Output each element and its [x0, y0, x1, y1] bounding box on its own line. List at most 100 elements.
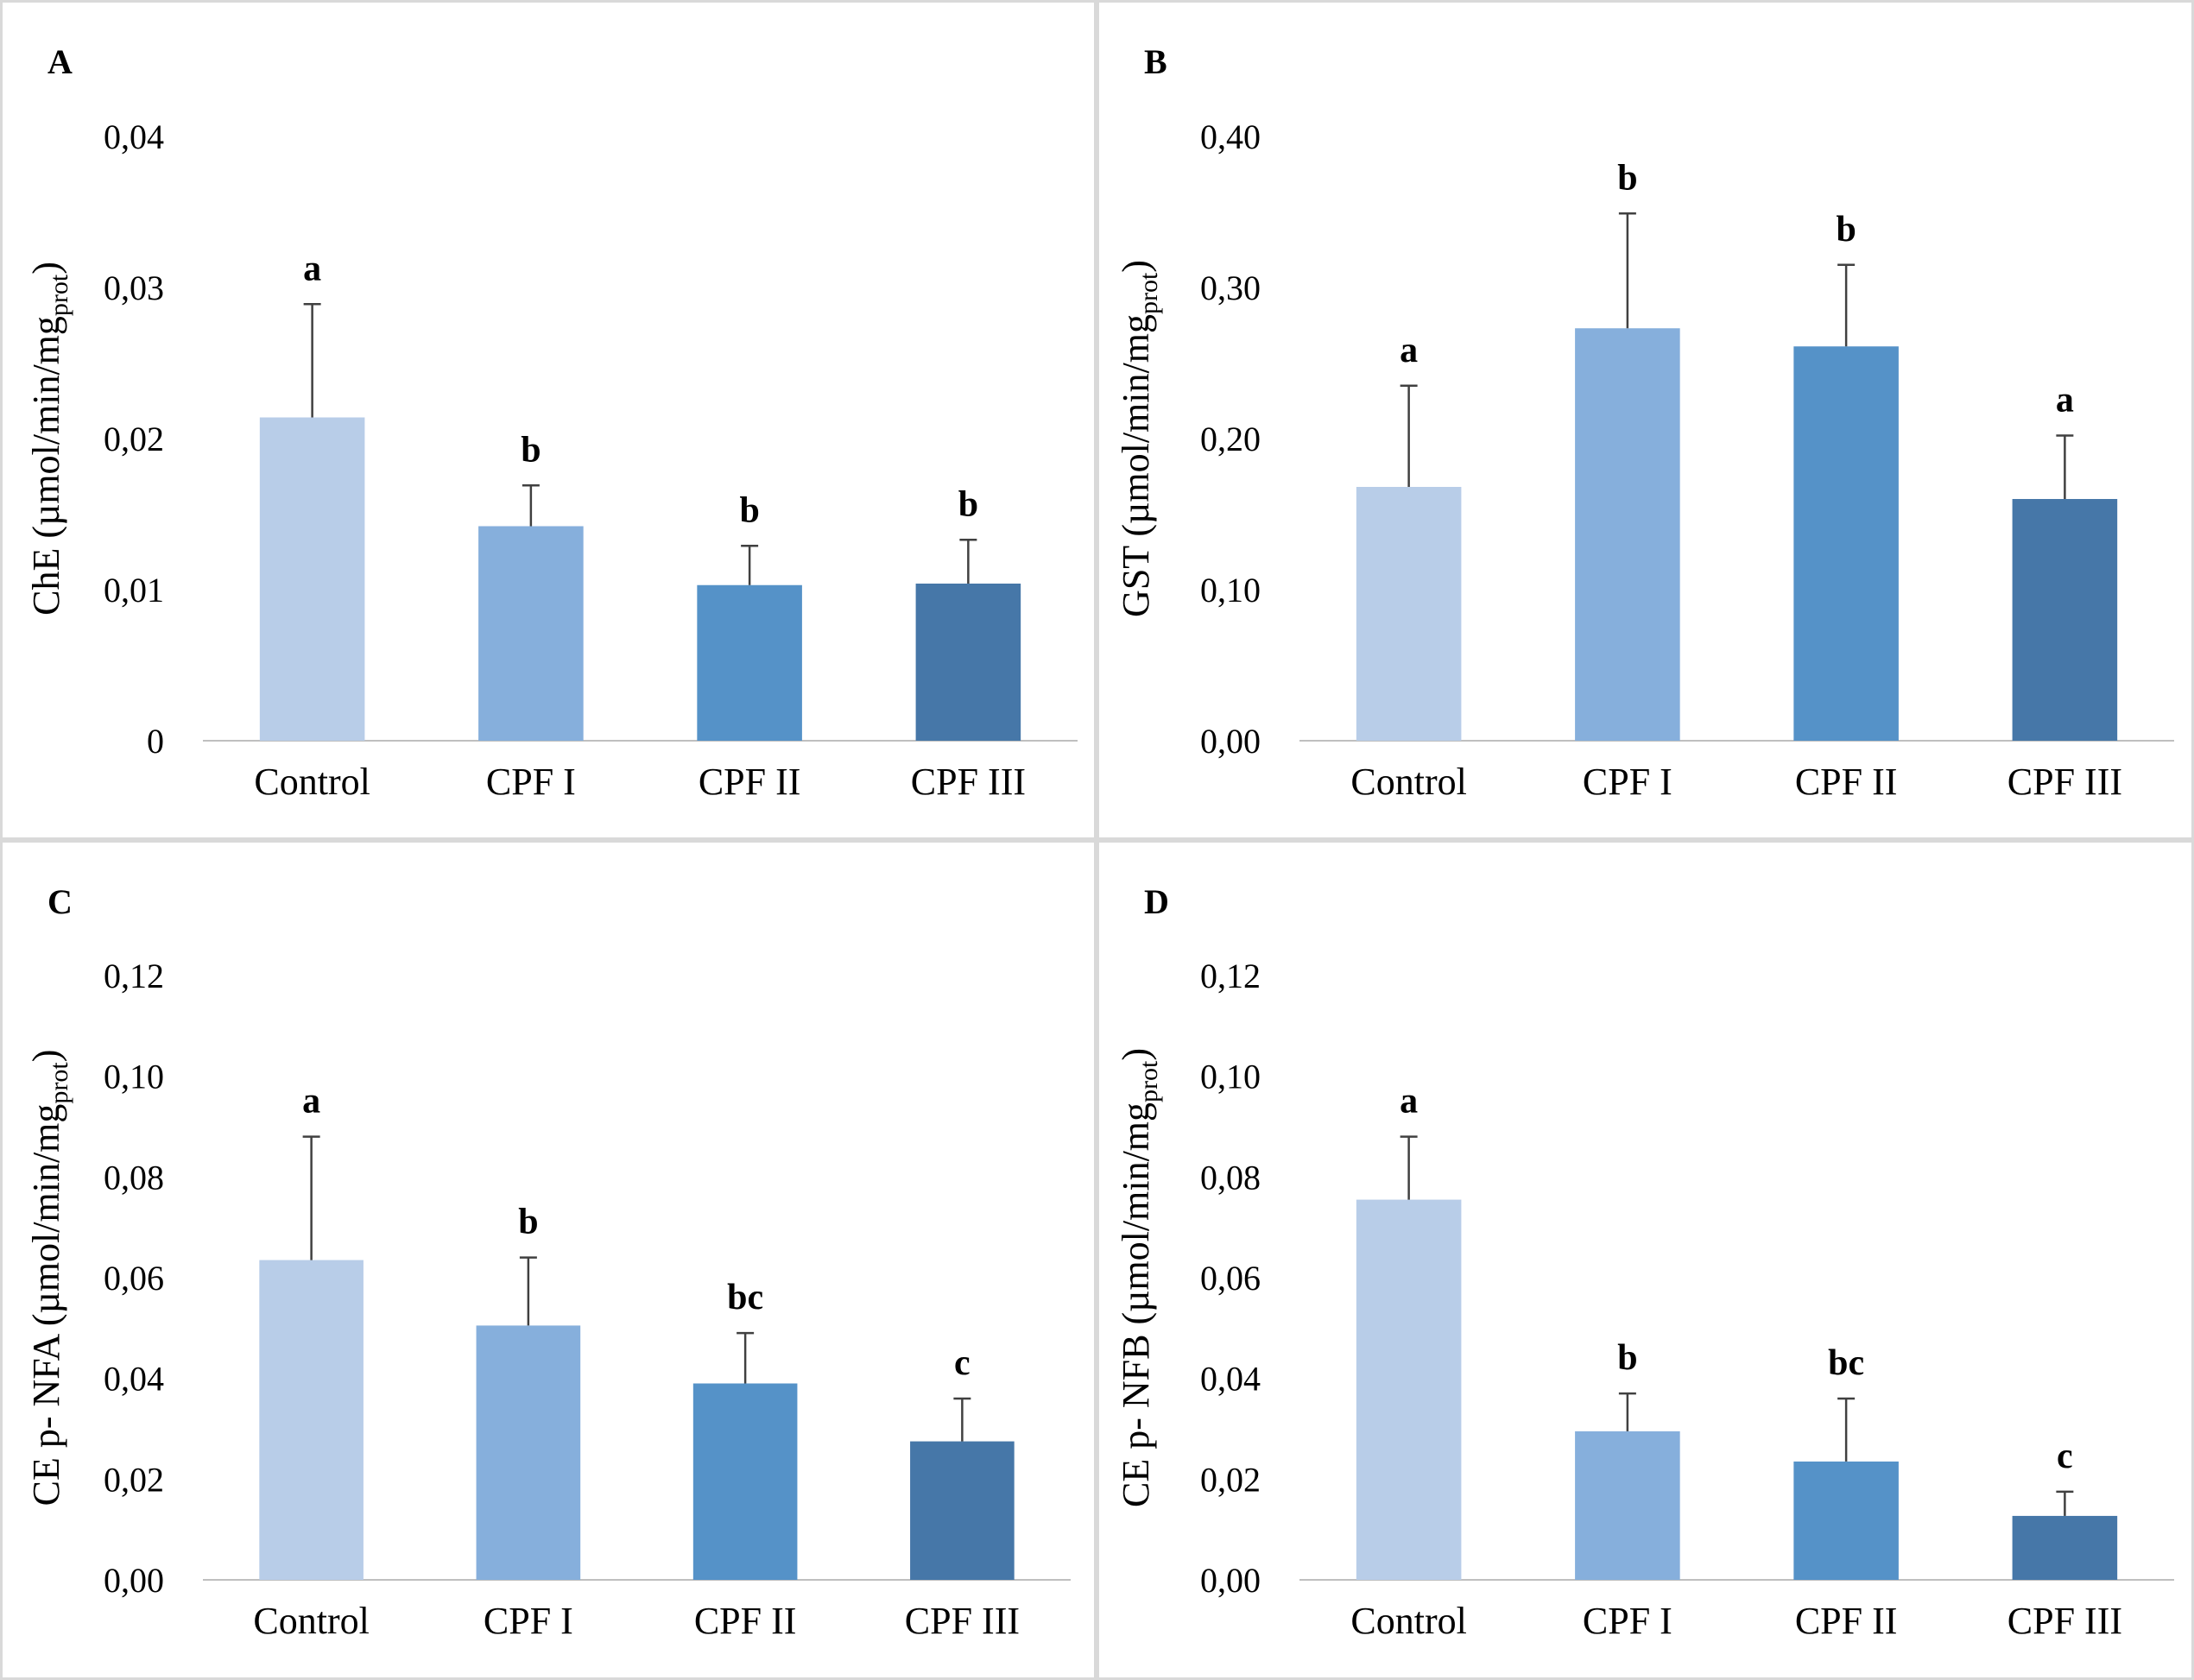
- bar-cpf-ii: [1793, 1461, 1899, 1580]
- bar-cpf-ii: [1793, 346, 1899, 741]
- y-tick-label: 0,02: [1200, 1460, 1261, 1499]
- significance-label: b: [518, 1203, 538, 1242]
- y-axis-label-sub: prot: [45, 1062, 73, 1104]
- y-tick-label: 0,06: [1200, 1259, 1261, 1298]
- bar-control: [1356, 487, 1462, 741]
- y-axis-label-main: GST (µmol/min/mg: [1115, 314, 1157, 617]
- bar-cpf-i: [1575, 1431, 1680, 1580]
- y-axis-label-main: ChE (µmol/min/mg: [25, 316, 67, 616]
- x-tick-label: CPF I: [484, 1600, 573, 1642]
- x-tick-label: CPF I: [1583, 761, 1672, 803]
- significance-label: b: [521, 430, 541, 470]
- significance-label: b: [1617, 158, 1637, 198]
- y-tick-label: 0,08: [104, 1158, 164, 1197]
- y-tick-label: 0,12: [1200, 957, 1261, 995]
- y-axis-label: GST (µmol/min/mgprot): [1115, 260, 1163, 617]
- x-tick-label: CPF I: [486, 761, 576, 803]
- bar-cpf-iii: [915, 584, 1021, 741]
- panel-letter: B: [1144, 42, 1167, 81]
- panel-c: C 0,00 0,02 0,04 0,06 0,08 0,10 0,12 CE p- NFA (…: [0, 840, 1097, 1680]
- bar-cpf-iii: [2012, 1515, 2118, 1580]
- panel-letter: D: [1144, 882, 1169, 921]
- y-tick-label: 0,10: [1200, 1058, 1261, 1096]
- panel-border: [0, 0, 1097, 840]
- y-tick-label: 0,02: [104, 1460, 164, 1499]
- y-axis-label-main: CE p- NFB (µmol/min/mg: [1115, 1102, 1157, 1507]
- y-tick-label: 0,04: [1200, 1360, 1261, 1399]
- y-axis-label-close: ): [25, 1050, 67, 1063]
- significance-label: a: [2056, 381, 2074, 420]
- x-tick-label: CPF I: [1583, 1600, 1672, 1642]
- y-axis-label-sub: prot: [1135, 1060, 1163, 1102]
- panel-border: [1097, 0, 2194, 840]
- bar-cpf-iii: [910, 1441, 1015, 1580]
- significance-label: c: [2057, 1437, 2073, 1476]
- panel-d: D 0,00 0,02 0,04 0,06 0,08 0,10 0,12 CE p- NFB (…: [1097, 840, 2194, 1680]
- significance-label: a: [1400, 331, 1418, 370]
- bar-control: [259, 417, 365, 741]
- y-axis-label-main: CE p- NFA (µmol/min/mg: [25, 1104, 67, 1506]
- panel-letter: A: [47, 42, 73, 81]
- significance-label: b: [958, 484, 978, 524]
- x-tick-label: Control: [254, 761, 370, 803]
- x-tick-label: CPF III: [2007, 761, 2122, 803]
- significance-label: b: [739, 490, 759, 530]
- y-tick-label: 0,00: [1200, 722, 1261, 761]
- y-axis-label: CE p- NFA (µmol/min/mgprot): [25, 1050, 73, 1506]
- y-tick-label: 0,40: [1200, 117, 1261, 156]
- significance-label: b: [1617, 1338, 1637, 1378]
- panel-border: [0, 840, 1097, 1680]
- significance-label: b: [1836, 210, 1856, 249]
- y-tick-label: 0,06: [104, 1259, 164, 1298]
- panel-b: B 0,00 0,10 0,20 0,30 0,40 GST (µmol/min/mgpro…: [1097, 0, 2194, 840]
- y-axis-label: CE p- NFB (µmol/min/mgprot): [1115, 1048, 1163, 1507]
- bar-cpf-i: [1575, 328, 1680, 741]
- x-tick-label: CPF II: [694, 1600, 797, 1642]
- y-tick-label: 0,00: [1200, 1561, 1261, 1600]
- y-tick-label: 0,04: [104, 117, 164, 156]
- bar-cpf-iii: [2012, 499, 2118, 741]
- y-axis-label-sub: prot: [45, 274, 73, 316]
- significance-label: bc: [1828, 1343, 1864, 1383]
- bar-cpf-i: [478, 526, 584, 741]
- y-axis-label-close: ): [1115, 260, 1157, 273]
- bar-control: [259, 1260, 364, 1580]
- significance-label: c: [954, 1343, 971, 1383]
- y-tick-label: 0,12: [104, 957, 164, 995]
- significance-label: a: [303, 249, 321, 288]
- y-tick-label: 0,30: [1200, 268, 1261, 307]
- x-tick-label: Control: [253, 1600, 369, 1642]
- x-tick-label: CPF III: [911, 761, 1026, 803]
- x-tick-label: CPF III: [2007, 1600, 2122, 1642]
- x-tick-label: CPF III: [905, 1600, 1020, 1642]
- panel-a: A 0 0,01 0,02 0,03 0,04 ChE (µmol/min/mgprot) a…: [0, 0, 1097, 840]
- y-tick-label: 0,20: [1200, 420, 1261, 458]
- y-axis-label-sub: prot: [1135, 272, 1163, 314]
- significance-label: a: [1400, 1082, 1418, 1121]
- panel-border: [1097, 840, 2194, 1680]
- y-axis-label-close: ): [1115, 1048, 1157, 1061]
- y-tick-label: 0,00: [104, 1561, 164, 1600]
- y-axis-label-close: ): [25, 262, 67, 275]
- y-tick-label: 0,10: [104, 1058, 164, 1096]
- y-tick-label: 0,01: [104, 571, 164, 609]
- bar-control: [1356, 1199, 1462, 1580]
- x-tick-label: CPF II: [699, 761, 801, 803]
- x-tick-label: CPF II: [1795, 1600, 1898, 1642]
- y-axis-label: ChE (µmol/min/mgprot): [25, 262, 73, 616]
- y-tick-label: 0,03: [104, 268, 164, 307]
- y-tick-label: 0,02: [104, 420, 164, 458]
- bar-cpf-ii: [697, 584, 802, 741]
- y-tick-label: 0,08: [1200, 1158, 1261, 1197]
- y-tick-label: 0,04: [104, 1360, 164, 1399]
- x-tick-label: Control: [1350, 761, 1466, 803]
- y-tick-label: 0: [147, 722, 164, 761]
- x-tick-label: CPF II: [1795, 761, 1898, 803]
- significance-label: bc: [727, 1278, 763, 1317]
- significance-label: a: [302, 1082, 320, 1121]
- bar-cpf-i: [476, 1325, 581, 1580]
- bar-cpf-ii: [692, 1383, 798, 1580]
- panel-letter: C: [47, 882, 73, 921]
- x-tick-label: Control: [1350, 1600, 1466, 1642]
